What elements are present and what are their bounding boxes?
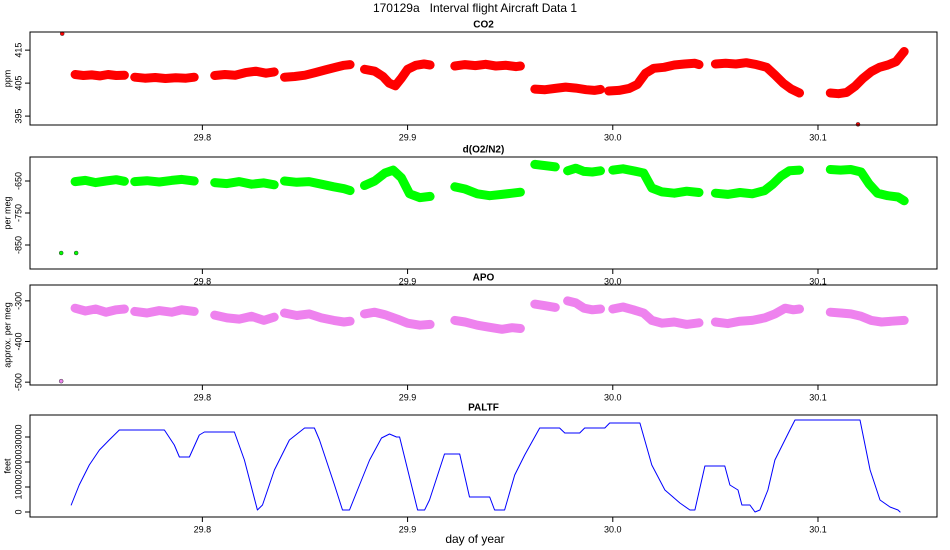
y-tick-label: 30000	[13, 424, 23, 449]
y-tick-label: 20000	[13, 449, 23, 474]
y-tick-label: 395	[13, 109, 23, 124]
y-axis-label: feet	[2, 458, 12, 474]
y-tick-label: -750	[13, 204, 23, 222]
panel-title: APO	[473, 273, 495, 284]
y-tick-label: -300	[13, 292, 23, 310]
x-tick-label: 30.0	[604, 524, 622, 534]
y-tick-label: -650	[13, 172, 23, 190]
x-tick-label: 30.1	[809, 276, 827, 286]
x-tick-label: 30.1	[809, 132, 827, 142]
data-line	[70, 419, 901, 513]
x-tick-label: 29.8	[194, 132, 212, 142]
data-point	[58, 250, 64, 256]
panel-title: CO2	[473, 20, 494, 31]
y-axis-label: approx. per meg	[2, 302, 12, 368]
x-tick-label: 29.9	[399, 276, 417, 286]
data-band	[70, 159, 909, 206]
y-tick-label: -400	[13, 332, 23, 350]
x-tick-label: 30.0	[604, 132, 622, 142]
y-tick-label: -500	[13, 373, 23, 391]
panel-title: d(O2/N2)	[463, 145, 505, 156]
x-tick-label: 30.0	[604, 276, 622, 286]
x-tick-label: 29.9	[399, 132, 417, 142]
data-band	[70, 47, 909, 99]
plot-frame	[29, 284, 938, 386]
data-point	[855, 122, 861, 127]
x-tick-label: 29.9	[399, 392, 417, 402]
chart-title: 170129a Interval flight Aircraft Data 1	[373, 1, 577, 15]
y-tick-label: -850	[13, 236, 23, 254]
plot-frame	[29, 414, 938, 518]
y-axis-label: per meg	[2, 196, 12, 229]
plot-frame	[29, 31, 938, 126]
x-tick-label: 30.0	[604, 392, 622, 402]
x-tick-label: 30.1	[809, 392, 827, 402]
y-axis-label: ppm	[2, 70, 12, 88]
y-tick-label: 0	[13, 509, 23, 514]
data-band	[70, 296, 909, 334]
y-tick-label: 10000	[13, 474, 23, 499]
x-axis-label: day of year	[445, 532, 504, 546]
plot-frame	[29, 156, 938, 270]
y-tick-label: 405	[13, 76, 23, 91]
data-point	[58, 378, 64, 384]
x-tick-label: 29.9	[399, 524, 417, 534]
x-tick-label: 29.8	[194, 392, 212, 402]
panel-title: PALTF	[468, 403, 499, 414]
x-tick-label: 30.1	[809, 524, 827, 534]
x-tick-label: 29.8	[194, 524, 212, 534]
x-tick-label: 29.8	[194, 276, 212, 286]
data-point	[73, 250, 79, 256]
y-tick-label: 415	[13, 43, 23, 58]
